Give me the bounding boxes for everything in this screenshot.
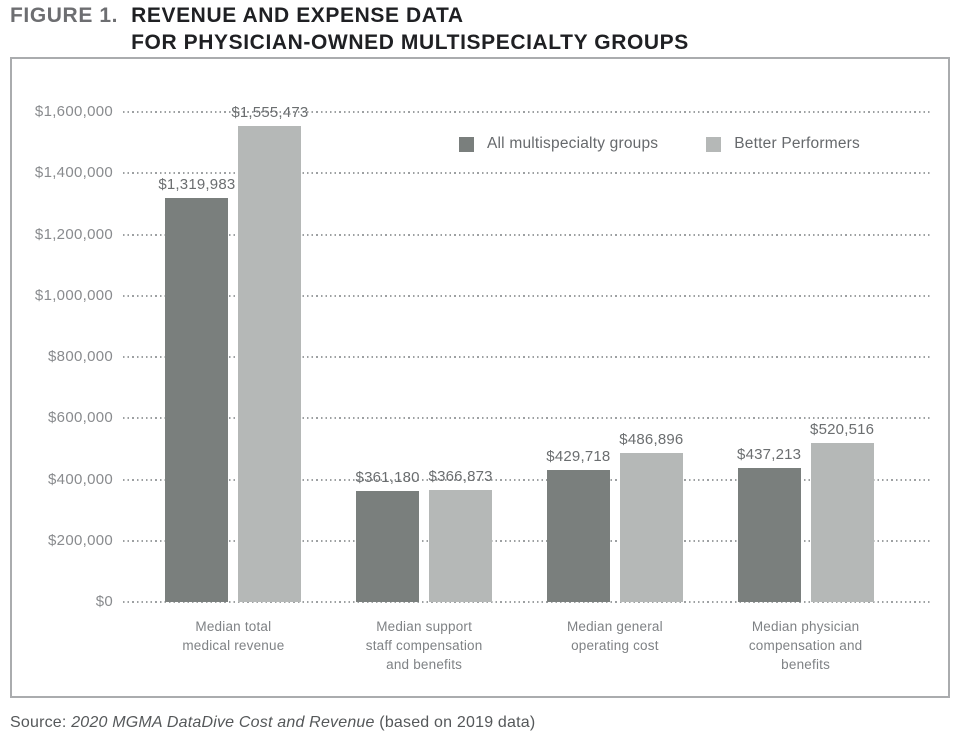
legend-item-better-performers: Better Performers bbox=[706, 135, 860, 153]
bar-chart: $0 $200,000 $400,000 $600,000 $800,000 $1,000… bbox=[10, 57, 950, 698]
source-note: Source: 2020 MGMA DataDive Cost and Reve… bbox=[10, 714, 535, 732]
bar-group: $429,718 $486,896 bbox=[520, 59, 711, 602]
gridline bbox=[123, 539, 932, 542]
legend-label-better-performers: Better Performers bbox=[734, 135, 860, 152]
bar-better-performers-0 bbox=[238, 126, 302, 602]
bar-value-label: $1,319,983 bbox=[158, 176, 236, 193]
gridline bbox=[123, 478, 932, 481]
x-axis-labels: Median total medical revenue Median suppo… bbox=[138, 617, 901, 674]
legend-label-all-multispecialty-groups: All multispecialty groups bbox=[487, 135, 659, 152]
bar-all-groups-2 bbox=[546, 470, 610, 602]
source-citation: 2020 MGMA DataDive Cost and Revenue bbox=[71, 714, 375, 731]
y-axis-tick-label: $1,000,000 bbox=[34, 286, 113, 304]
figure-title: FIGURE 1. REVENUE AND EXPENSE DATA FOR P… bbox=[10, 2, 689, 56]
bar-better-performers-3 bbox=[810, 443, 874, 602]
x-axis-category-label: Median total medical revenue bbox=[182, 619, 285, 653]
bar-value-label: $437,213 bbox=[737, 446, 802, 463]
x-axis-category-label: Median physician compensation and benefi… bbox=[748, 619, 863, 672]
bar-value-label: $361,180 bbox=[355, 469, 420, 486]
legend-swatch-light-icon bbox=[706, 136, 722, 152]
bar-value-label: $366,873 bbox=[428, 468, 493, 485]
legend-item-all-multispecialty-groups: All multispecialty groups bbox=[459, 135, 658, 153]
figure-title-text: REVENUE AND EXPENSE DATA FOR PHYSICIAN-O… bbox=[131, 2, 689, 56]
bar-all-groups-3 bbox=[737, 468, 801, 602]
gridline bbox=[123, 111, 932, 113]
legend-swatch-dark-icon bbox=[459, 136, 474, 152]
bar-value-label: $520,516 bbox=[810, 421, 875, 438]
gridline bbox=[123, 417, 932, 420]
y-axis-tick-label: $400,000 bbox=[48, 470, 113, 488]
y-axis-tick-label: $1,200,000 bbox=[34, 225, 113, 243]
bar-value-label: $1,555,473 bbox=[231, 104, 309, 121]
bar-better-performers-1 bbox=[429, 490, 493, 602]
bar-value-label: $429,718 bbox=[546, 448, 611, 465]
x-axis-category-label: Median general operating cost bbox=[566, 619, 663, 653]
bar-better-performers-2 bbox=[619, 453, 683, 602]
x-axis-category-label: Median support staff compensation and be… bbox=[365, 619, 483, 672]
y-axis-tick-label: $1,600,000 bbox=[34, 103, 113, 120]
bar-value-label: $486,896 bbox=[619, 431, 684, 448]
bar-group: $361,180 $366,873 bbox=[329, 59, 520, 602]
gridline bbox=[123, 294, 932, 297]
y-axis-tick-label: $0 bbox=[95, 593, 113, 610]
bar-group: $437,213 $520,516 bbox=[710, 59, 901, 602]
bar-all-groups-1 bbox=[356, 491, 420, 602]
y-axis-tick-label: $600,000 bbox=[48, 409, 113, 427]
source-suffix: (based on 2019 data) bbox=[374, 714, 536, 731]
bar-all-groups-0 bbox=[165, 198, 229, 602]
y-axis-tick-label: $200,000 bbox=[48, 531, 113, 549]
gridline bbox=[123, 356, 932, 358]
gridline bbox=[123, 172, 932, 175]
gridline bbox=[123, 601, 932, 603]
figure-title-line-1: REVENUE AND EXPENSE DATA bbox=[131, 4, 464, 27]
gridline bbox=[123, 233, 932, 236]
y-axis-tick-label: $800,000 bbox=[48, 348, 113, 365]
source-prefix: Source: bbox=[10, 714, 72, 731]
y-axis-tick-label: $1,400,000 bbox=[34, 164, 113, 182]
figure-number-label: FIGURE 1. bbox=[10, 4, 119, 27]
legend: All multispecialty groups Better Perform… bbox=[459, 135, 860, 153]
figure-title-line-2: FOR PHYSICIAN-OWNED MULTISPECIALTY GROUP… bbox=[131, 31, 689, 54]
plot-area: $1,319,983 $1,555,473 $361,180 $366,873 $429… bbox=[138, 59, 901, 602]
bar-group: $1,319,983 $1,555,473 bbox=[138, 59, 329, 602]
